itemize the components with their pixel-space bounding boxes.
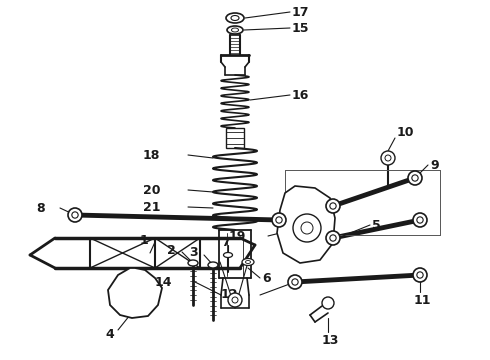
Text: 9: 9 — [430, 158, 439, 171]
Text: 15: 15 — [292, 22, 310, 35]
Text: 6: 6 — [262, 271, 270, 284]
Circle shape — [322, 297, 334, 309]
Text: 20: 20 — [143, 184, 160, 197]
Text: 1: 1 — [139, 234, 148, 247]
Ellipse shape — [188, 260, 198, 266]
Circle shape — [292, 279, 298, 285]
Text: 3: 3 — [189, 247, 198, 260]
Text: 7: 7 — [220, 235, 229, 248]
Circle shape — [72, 212, 78, 218]
Circle shape — [412, 175, 418, 181]
Circle shape — [413, 213, 427, 227]
Ellipse shape — [208, 262, 218, 268]
Ellipse shape — [231, 28, 239, 32]
Ellipse shape — [231, 15, 239, 21]
Circle shape — [330, 235, 336, 241]
Text: 11: 11 — [414, 293, 432, 306]
Text: 2: 2 — [167, 243, 176, 257]
Circle shape — [232, 297, 238, 303]
Polygon shape — [277, 186, 335, 263]
Circle shape — [413, 268, 427, 282]
Circle shape — [276, 217, 282, 223]
Ellipse shape — [223, 252, 232, 257]
Circle shape — [228, 293, 242, 307]
Ellipse shape — [245, 261, 250, 264]
Circle shape — [326, 199, 340, 213]
Circle shape — [326, 231, 340, 245]
Circle shape — [272, 213, 286, 227]
Text: 16: 16 — [292, 89, 309, 102]
Text: 8: 8 — [36, 202, 45, 215]
Text: 17: 17 — [292, 5, 310, 18]
Circle shape — [301, 222, 313, 234]
Text: 10: 10 — [397, 126, 415, 139]
Text: 4: 4 — [106, 328, 114, 342]
Circle shape — [293, 214, 321, 242]
Text: 13: 13 — [322, 333, 340, 346]
Polygon shape — [108, 268, 162, 318]
Circle shape — [330, 203, 336, 209]
Text: 19: 19 — [229, 230, 246, 243]
Circle shape — [417, 217, 423, 223]
Text: 21: 21 — [143, 201, 160, 213]
Ellipse shape — [227, 26, 243, 34]
Ellipse shape — [226, 13, 244, 23]
Circle shape — [381, 151, 395, 165]
Circle shape — [417, 272, 423, 278]
Text: 18: 18 — [143, 149, 160, 162]
Circle shape — [385, 155, 391, 161]
Circle shape — [408, 171, 422, 185]
Circle shape — [68, 208, 82, 222]
Text: 12: 12 — [220, 288, 238, 302]
Bar — [226, 128, 244, 148]
Ellipse shape — [242, 258, 254, 266]
Text: 5: 5 — [372, 219, 381, 231]
Text: 14: 14 — [154, 275, 172, 288]
Circle shape — [288, 275, 302, 289]
